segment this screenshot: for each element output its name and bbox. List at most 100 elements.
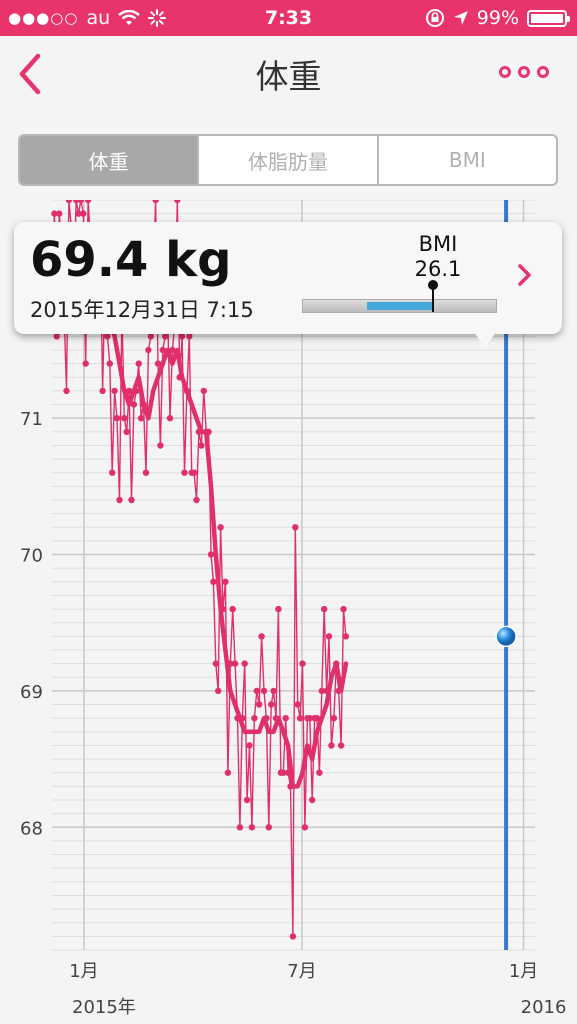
bmi-label: BMI [418,232,458,256]
daily-weight-point [342,633,350,640]
daily-weight-point [330,715,338,722]
daily-weight-point [340,605,347,613]
daily-weight-point [207,551,215,558]
daily-weight-point [241,660,248,667]
daily-weight-point [258,633,265,640]
chevron-right-icon[interactable] [512,260,538,290]
daily-weight-point [99,387,106,395]
daily-weight-point [174,200,181,204]
y-tick-label: 69 [20,682,43,703]
bmi-value: 26.1 [414,257,462,281]
daily-weight-point [53,333,60,340]
daily-weight-point [236,824,244,831]
daily-weight-point [289,933,297,940]
back-chevron-icon[interactable] [12,50,52,98]
daily-weight-point [309,796,316,804]
daily-weight-point [198,442,205,449]
location-arrow-icon [453,11,468,25]
orientation-lock-icon [425,9,444,27]
daily-weight-point [137,415,145,422]
daily-weight-point [325,633,333,640]
wifi-icon [118,10,140,25]
daily-weight-point [116,496,123,504]
daily-weight-point [256,701,263,708]
bmi-gauge [302,280,497,313]
segment-body-fat-mass[interactable]: 体脂肪量 [197,136,376,184]
daily-weight-point [292,524,299,531]
daily-weight-point [318,687,325,695]
battery-icon [527,9,570,27]
daily-weight-point [243,796,251,804]
daily-weight-point [63,387,70,395]
daily-weight-point [186,333,193,340]
daily-weight-point [275,605,282,613]
daily-weight-point [56,210,63,217]
daily-weight-point [316,769,323,776]
daily-weight-point [246,742,253,749]
popup-pointer [474,332,496,348]
daily-weight-point [166,415,174,422]
daily-weight-point [75,210,82,217]
daily-weight-point [77,200,85,204]
battery-percent: 99% [476,7,519,29]
daily-weight-point [270,687,277,695]
daily-weight-point [152,200,159,204]
status-bar: ●●●○○ au 7:33 99% [0,0,577,36]
nav-bar: 体重 [0,36,577,112]
daily-weight-point [65,200,73,204]
daily-weight-point [294,701,301,708]
daily-weight-point [280,769,287,776]
daily-weight-point [301,824,309,831]
daily-weight-point [265,824,272,831]
daily-weight-point [84,200,92,204]
daily-weight-point [178,333,186,340]
daily-weight-point [313,715,321,722]
daily-weight-point [106,360,114,367]
daily-weight-point [224,769,232,776]
status-time: 7:33 [264,7,313,29]
daily-weight-point [104,333,111,340]
daily-weight-point [162,333,169,340]
daily-weight-point [222,578,229,585]
daily-weight-point [123,428,130,435]
metric-segmented-control: 体重 体脂肪量 BMI [18,134,558,186]
daily-weight-point [113,415,121,422]
daily-weight-point [210,578,217,585]
daily-weight-point [51,210,58,217]
more-options-icon[interactable] [499,66,549,78]
daily-weight-point [193,496,200,504]
daily-weight-point [321,605,328,613]
daily-weight-point [159,346,166,354]
daily-weight-point [212,660,219,667]
signal-strength-icon: ●●●○○ [8,9,79,27]
daily-weight-point [142,469,150,476]
bmi-gauge-fill [366,302,433,310]
y-tick-label: 68 [20,818,43,839]
daily-weight-point [200,387,207,395]
segment-bmi[interactable]: BMI [376,136,556,184]
carrier-name: au [86,7,111,29]
daily-weight-point [80,210,87,217]
daily-weight-point [154,360,162,367]
daily-weight-point [82,360,89,367]
x-tick-label: 1月 [509,961,538,982]
daily-weight-point [253,687,260,695]
daily-weight-point [135,360,142,367]
y-tick-label: 70 [20,546,43,567]
daily-weight-point [169,346,176,354]
daily-weight-point [190,469,198,476]
daily-weight-point [128,496,135,504]
daily-weight-point [157,442,164,449]
daily-weight-point [130,401,138,408]
daily-weight-point [217,524,224,531]
daily-weight-point [268,701,275,708]
selected-reading-popup[interactable]: 69.4 kg 2015年12月31日 7:15 BMI 26.1 [14,222,562,348]
daily-weight-point [260,687,268,695]
selected-date: 2015年12月31日 7:15 [30,298,254,322]
daily-weight-point [121,415,128,422]
daily-weight-point [282,715,289,722]
daily-weight-point [328,742,335,749]
daily-weight-point [72,200,80,204]
daily-weight-point [306,715,313,722]
segment-weight[interactable]: 体重 [20,136,198,184]
